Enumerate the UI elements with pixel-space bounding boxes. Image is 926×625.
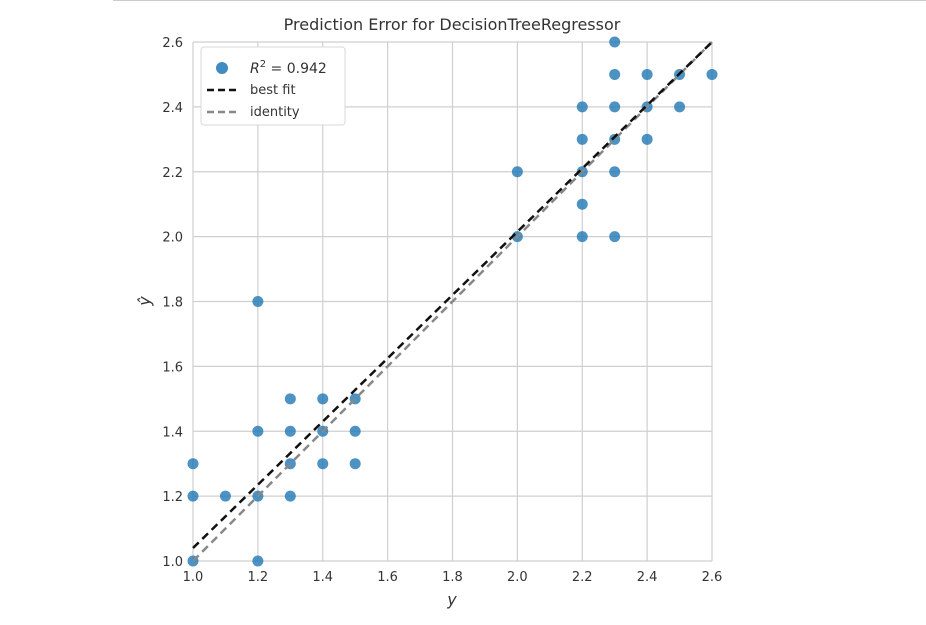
data-point	[252, 296, 264, 307]
top-border-line	[113, 0, 926, 1]
legend-r2-symbol: R	[250, 61, 260, 77]
data-point	[349, 425, 361, 437]
legend-identity-label: identity	[250, 105, 300, 120]
data-point	[576, 101, 588, 113]
chart-title: Prediction Error for DecisionTreeRegress…	[284, 15, 621, 34]
data-point	[609, 68, 621, 80]
data-point	[609, 231, 621, 243]
data-point	[349, 458, 361, 470]
x-tick-label: 1.6	[377, 570, 398, 585]
legend-r2-value: = 0.942	[266, 61, 327, 77]
y-tick-label: 2.4	[162, 101, 183, 116]
data-point	[187, 490, 199, 502]
best-fit-line	[192, 41, 713, 549]
y-axis-label: ŷ	[135, 296, 154, 307]
data-point	[317, 458, 329, 470]
data-point	[219, 490, 231, 502]
legend: R2 = 0.942 best fit identity	[200, 46, 346, 126]
x-tick-label: 2.4	[637, 570, 658, 585]
legend-best-fit-label: best fit	[250, 83, 296, 98]
y-tick-label: 2.2	[162, 166, 183, 181]
identity-line	[192, 41, 713, 562]
x-tick-label: 1.2	[248, 570, 269, 585]
y-tick-label: 1.4	[162, 425, 183, 440]
data-point	[511, 166, 523, 178]
y-tick-label: 1.6	[162, 360, 183, 375]
x-axis-label: y	[446, 590, 457, 609]
legend-point-marker	[216, 62, 228, 74]
scatter-points	[187, 36, 718, 567]
data-point	[674, 101, 686, 113]
x-axis-ticks: 1.0 1.2 1.4 1.6 1.8 2.0 2.2 2.4 2.6	[183, 570, 723, 585]
x-tick-label: 1.8	[442, 570, 463, 585]
data-point	[641, 133, 653, 145]
x-tick-label: 1.0	[183, 570, 204, 585]
y-tick-label: 1.0	[162, 555, 183, 570]
data-point	[706, 68, 718, 80]
data-point	[576, 198, 588, 210]
data-point	[609, 166, 621, 178]
y-tick-label: 1.2	[162, 490, 183, 505]
x-tick-label: 2.6	[702, 570, 723, 585]
data-point	[609, 36, 621, 48]
x-tick-label: 2.2	[572, 570, 593, 585]
data-point	[187, 458, 199, 470]
legend-box	[200, 46, 346, 126]
x-tick-label: 2.0	[507, 570, 528, 585]
data-point	[576, 231, 588, 243]
data-point	[609, 101, 621, 113]
data-point	[252, 555, 264, 567]
y-axis-ticks: 1.0 1.2 1.4 1.6 1.8 2.0 2.2 2.4 2.6	[162, 36, 183, 570]
fit-lines	[192, 41, 713, 562]
legend-r2-superscript: 2	[260, 59, 266, 70]
data-point	[252, 425, 264, 437]
y-tick-label: 1.8	[162, 296, 183, 311]
data-point	[317, 393, 329, 405]
data-point	[284, 425, 296, 437]
data-point	[284, 490, 296, 502]
y-tick-label: 2.6	[162, 36, 183, 51]
y-tick-label: 2.0	[162, 231, 183, 246]
data-point	[576, 133, 588, 145]
grid-lines	[192, 41, 713, 562]
data-point	[641, 68, 653, 80]
data-point	[284, 393, 296, 405]
x-tick-label: 1.4	[312, 570, 333, 585]
legend-r2-label: R2 = 0.942	[250, 59, 327, 77]
